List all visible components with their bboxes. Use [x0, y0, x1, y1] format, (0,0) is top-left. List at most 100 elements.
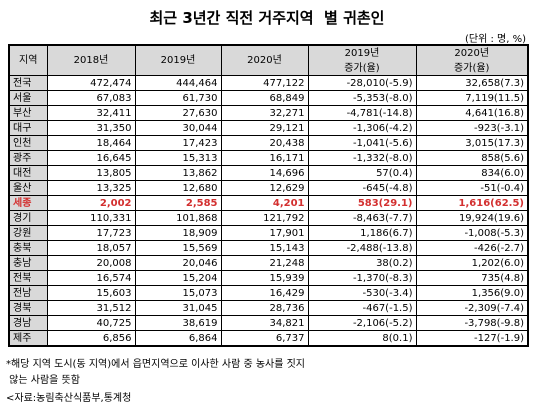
- cell-region: 경남: [8, 315, 48, 331]
- cell-c2020: 32,658(7.3): [415, 75, 529, 91]
- cell-y2019: 15,313: [134, 150, 222, 166]
- source-note: <자료:농림축산식품부,통계청: [6, 393, 132, 404]
- cell-y2019: 31,045: [134, 300, 222, 316]
- cell-y2019: 6,864: [134, 330, 222, 347]
- cell-y2020: 4,201: [220, 195, 309, 211]
- cell-y2020: 28,736: [220, 300, 309, 316]
- cell-region: 경기: [8, 210, 48, 226]
- cell-y2020: 20,438: [220, 135, 309, 151]
- cell-c2019: -1,041(-5.6): [307, 135, 417, 151]
- cell-region: 인천: [8, 135, 48, 151]
- table-row: 세종 2,002 2,585 4,201 583(29.1) 1,616(62.5): [8, 195, 529, 211]
- cell-y2018: 40,725: [46, 315, 136, 331]
- cell-region: 강원: [8, 225, 48, 241]
- cell-c2019: -530(-3.4): [307, 285, 417, 301]
- cell-y2019: 61,730: [134, 90, 222, 106]
- cell-y2018: 15,603: [46, 285, 136, 301]
- cell-y2018: 16,574: [46, 270, 136, 286]
- cell-c2019: -5,353(-8.0): [307, 90, 417, 106]
- cell-region: 제주: [8, 330, 48, 347]
- cell-y2018: 18,464: [46, 135, 136, 151]
- cell-y2020: 32,271: [220, 105, 309, 121]
- cell-y2020: 6,737: [220, 330, 309, 347]
- cell-y2019: 12,680: [134, 180, 222, 196]
- cell-c2019: -4,781(-14.8): [307, 105, 417, 121]
- cell-c2019: -2,106(-5.2): [307, 315, 417, 331]
- cell-y2019: 20,046: [134, 255, 222, 271]
- table-row: 경남 40,725 38,619 34,821 -2,106(-5.2) -3,798(-…: [8, 315, 529, 331]
- cell-region: 대전: [8, 165, 48, 181]
- cell-y2020: 29,121: [220, 120, 309, 136]
- cell-y2020: 68,849: [220, 90, 309, 106]
- cell-y2020: 17,901: [220, 225, 309, 241]
- cell-c2020: 858(5.6): [415, 150, 529, 166]
- cell-c2020: -51(-0.4): [415, 180, 529, 196]
- cell-y2018: 13,325: [46, 180, 136, 196]
- cell-c2020: -127(-1.9): [415, 330, 529, 347]
- cell-region: 서울: [8, 90, 48, 106]
- header-change-2019-bottom: 증가(율): [307, 61, 417, 76]
- cell-y2019: 38,619: [134, 315, 222, 331]
- cell-y2018: 18,057: [46, 240, 136, 256]
- cell-y2019: 101,868: [134, 210, 222, 226]
- header-change-2020-top: 2020년: [415, 44, 529, 61]
- table-row: 전국 472,474 444,464 477,122 -28,010(-5.9) 32,6…: [8, 75, 529, 91]
- table-row: 대전 13,805 13,862 14,696 57(0.4) 834(6.0): [8, 165, 529, 181]
- footnote-line-2: 않는 사람을 뜻함: [6, 375, 80, 386]
- cell-region: 세종: [8, 195, 48, 211]
- cell-c2019: -28,010(-5.9): [307, 75, 417, 91]
- table-row: 경기 110,331 101,868 121,792 -8,463(-7.7) 19,92…: [8, 210, 529, 226]
- table-row: 경북 31,512 31,045 28,736 -467(-1.5) -2,309(-7.…: [8, 300, 529, 316]
- cell-y2018: 17,723: [46, 225, 136, 241]
- cell-y2019: 15,569: [134, 240, 222, 256]
- cell-y2020: 477,122: [220, 75, 309, 91]
- table-title: 최근 3년간 직전 거주지역 별 귀촌인: [149, 9, 385, 27]
- cell-region: 광주: [8, 150, 48, 166]
- cell-y2018: 16,645: [46, 150, 136, 166]
- cell-y2020: 12,629: [220, 180, 309, 196]
- cell-c2019: -1,306(-4.2): [307, 120, 417, 136]
- cell-y2019: 30,044: [134, 120, 222, 136]
- cell-c2019: -2,488(-13.8): [307, 240, 417, 256]
- table-row: 전북 16,574 15,204 15,939 -1,370(-8.3) 735(4.8): [8, 270, 529, 286]
- cell-y2019: 27,630: [134, 105, 222, 121]
- header-change-2019-top: 2019년: [307, 44, 417, 61]
- table-header: 지역 2018년 2019년 2020년 2019년 2020년 증가(율) 증…: [8, 44, 529, 76]
- cell-y2020: 14,696: [220, 165, 309, 181]
- cell-c2020: 4,641(16.8): [415, 105, 529, 121]
- cell-c2020: 19,924(19.6): [415, 210, 529, 226]
- header-2020: 2020년: [220, 44, 309, 76]
- cell-y2020: 15,143: [220, 240, 309, 256]
- cell-c2019: -8,463(-7.7): [307, 210, 417, 226]
- cell-c2020: 1,356(9.0): [415, 285, 529, 301]
- cell-y2019: 18,909: [134, 225, 222, 241]
- cell-region: 전남: [8, 285, 48, 301]
- table-row: 부산 32,411 27,630 32,271 -4,781(-14.8) 4,641(1…: [8, 105, 529, 121]
- table-row: 전남 15,603 15,073 16,429 -530(-3.4) 1,356(9.0): [8, 285, 529, 301]
- table-row: 인천 18,464 17,423 20,438 -1,041(-5.6) 3,015(17…: [8, 135, 529, 151]
- table-row: 제주 6,856 6,864 6,737 8(0.1) -127(-1.9): [8, 330, 529, 347]
- cell-y2020: 34,821: [220, 315, 309, 331]
- cell-y2019: 15,073: [134, 285, 222, 301]
- cell-c2019: -645(-4.8): [307, 180, 417, 196]
- cell-region: 대구: [8, 120, 48, 136]
- cell-y2019: 13,862: [134, 165, 222, 181]
- cell-y2018: 32,411: [46, 105, 136, 121]
- cell-region: 전국: [8, 75, 48, 91]
- cell-y2020: 16,429: [220, 285, 309, 301]
- cell-c2020: -3,798(-9.8): [415, 315, 529, 331]
- cell-c2019: -1,332(-8.0): [307, 150, 417, 166]
- cell-c2020: -426(-2.7): [415, 240, 529, 256]
- cell-y2020: 16,171: [220, 150, 309, 166]
- cell-c2020: 834(6.0): [415, 165, 529, 181]
- header-2019: 2019년: [134, 44, 222, 76]
- header-change-2020-bottom: 증가(율): [415, 61, 529, 76]
- region-table: 지역 2018년 2019년 2020년 2019년 2020년 증가(율) 증…: [8, 44, 529, 347]
- table-row: 충남 20,008 20,046 21,248 38(0.2) 1,202(6.0): [8, 255, 529, 271]
- header-region: 지역: [8, 44, 48, 76]
- cell-y2020: 21,248: [220, 255, 309, 271]
- cell-c2019: -467(-1.5): [307, 300, 417, 316]
- cell-y2018: 2,002: [46, 195, 136, 211]
- cell-c2019: 57(0.4): [307, 165, 417, 181]
- table-row: 대구 31,350 30,044 29,121 -1,306(-4.2) -923(-3.…: [8, 120, 529, 136]
